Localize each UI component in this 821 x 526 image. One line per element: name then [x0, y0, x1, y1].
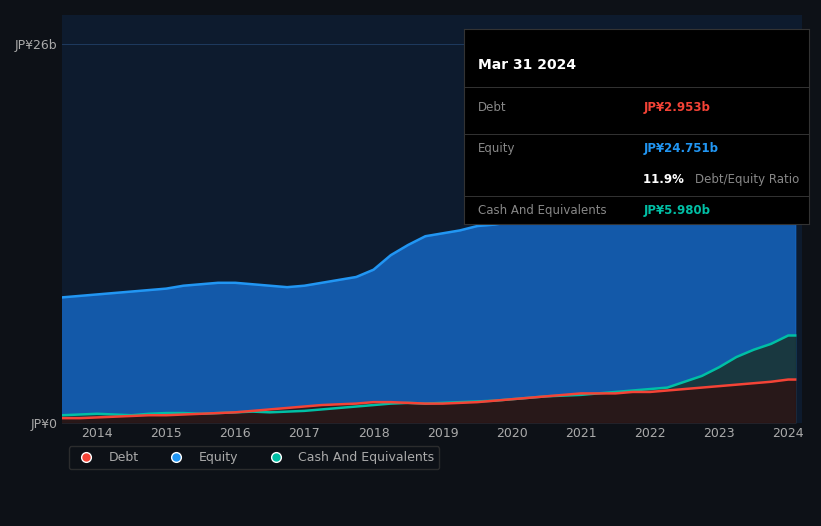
- Text: Cash And Equivalents: Cash And Equivalents: [478, 204, 606, 217]
- Text: JP¥5.980b: JP¥5.980b: [643, 204, 710, 217]
- Text: JP¥24.751b: JP¥24.751b: [643, 142, 718, 155]
- Text: Equity: Equity: [478, 142, 515, 155]
- Text: Mar 31 2024: Mar 31 2024: [478, 58, 576, 72]
- Text: 11.9%: 11.9%: [643, 173, 688, 186]
- Text: Debt: Debt: [478, 101, 507, 114]
- Text: JP¥2.953b: JP¥2.953b: [643, 101, 710, 114]
- Legend: Debt, Equity, Cash And Equivalents: Debt, Equity, Cash And Equivalents: [69, 446, 439, 469]
- Text: Debt/Equity Ratio: Debt/Equity Ratio: [695, 173, 799, 186]
